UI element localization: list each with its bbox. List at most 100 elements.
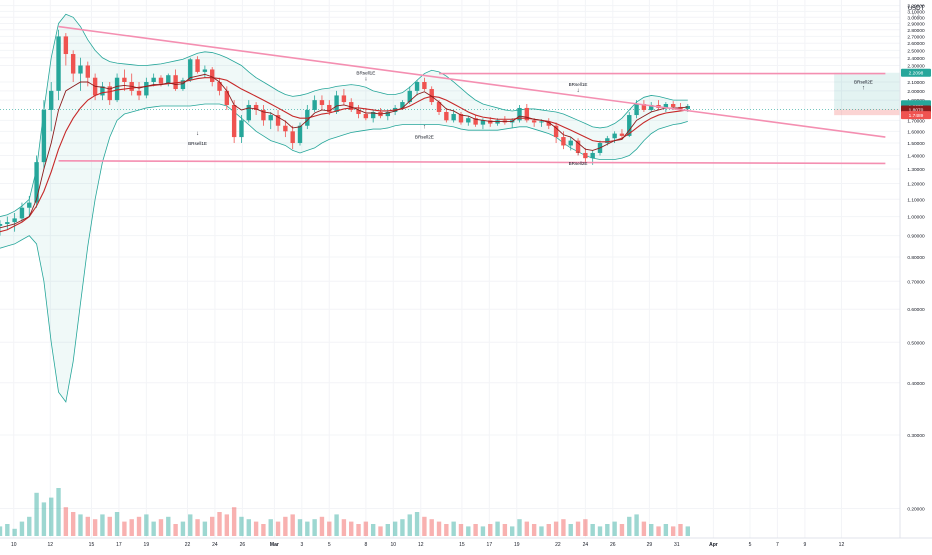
- volume-bar: [627, 517, 631, 536]
- volume-bar: [583, 519, 587, 536]
- volume-bar: [510, 526, 514, 536]
- time-tick-label: 15: [459, 542, 465, 548]
- volume-bar: [217, 512, 221, 536]
- volume-bar: [422, 517, 426, 536]
- volume-bar: [283, 517, 287, 536]
- time-tick-label: 5: [328, 542, 331, 548]
- time-tick-label: 5: [749, 542, 752, 548]
- candle-body: [115, 78, 119, 100]
- volume-bar: [386, 524, 390, 536]
- volume-bar: [232, 507, 236, 536]
- badge-text-stop: 1.7489: [909, 113, 924, 119]
- time-tick-label: 24: [212, 542, 218, 548]
- time-tick-label: Apr: [709, 542, 718, 548]
- signal-arrow: ↓: [577, 88, 580, 94]
- price-tick-label: 2.10000: [907, 80, 925, 86]
- time-tick-label: 22: [185, 542, 191, 548]
- candle-body: [634, 104, 638, 115]
- volume-bar: [64, 507, 68, 536]
- time-tick-label: 15: [89, 542, 95, 548]
- volume-bar: [181, 522, 185, 536]
- candle-body: [583, 153, 587, 158]
- price-tick-label: 2.30000: [907, 63, 925, 69]
- signal-arrow: ↓: [364, 76, 367, 82]
- candle-body: [210, 69, 214, 82]
- price-tick-label: 3.20000: [907, 4, 925, 10]
- volume-bar: [634, 514, 638, 536]
- price-tick-label: 0.70000: [907, 279, 925, 285]
- volume-bar: [78, 514, 82, 536]
- price-tick-label: 1.70000: [907, 118, 925, 124]
- candle-body: [232, 105, 236, 137]
- candle-body: [590, 153, 594, 158]
- candle-body: [122, 78, 126, 82]
- time-tick-label: Mar: [270, 542, 279, 548]
- price-tick-label: 2.80000: [907, 28, 925, 34]
- candle-body: [195, 59, 199, 72]
- volume-bar: [320, 517, 324, 536]
- volume-bar: [671, 526, 675, 536]
- candle-body: [239, 120, 243, 137]
- candle-body: [12, 218, 16, 222]
- candle-body: [451, 114, 455, 120]
- volume-bar: [459, 524, 463, 536]
- time-axis[interactable]: 10 12 15 17 19 22 24 26 Mar 3 5 8 10 12 15 17 19 22 24 26 29…: [11, 542, 845, 548]
- candle-body: [466, 118, 470, 122]
- volume-bar: [159, 519, 163, 536]
- volume-bar: [34, 493, 38, 536]
- candle-body: [269, 115, 273, 120]
- candle-body: [320, 100, 324, 105]
- volume-bar: [225, 514, 229, 536]
- time-tick-label: 26: [240, 542, 246, 548]
- volume-bar: [247, 519, 251, 536]
- volume-bar: [686, 526, 690, 536]
- time-tick-label: 9: [803, 542, 806, 548]
- price-tick-label: 1.60000: [907, 129, 925, 135]
- volume-bar: [371, 524, 375, 536]
- price-tick-label: 1.40000: [907, 154, 925, 160]
- time-tick-label: 8: [364, 542, 367, 548]
- band-fill: [0, 14, 688, 402]
- candle-body: [20, 208, 24, 219]
- volume-bar: [620, 524, 624, 536]
- candle-body: [312, 100, 316, 110]
- candle-body: [342, 95, 346, 102]
- candle-body: [290, 131, 294, 143]
- volume-bar: [408, 514, 412, 536]
- volume-bar: [451, 522, 455, 536]
- volume-bar: [130, 519, 134, 536]
- price-tick-label: 0.80000: [907, 255, 925, 261]
- bollinger-bands: [0, 14, 688, 402]
- price-tick-label: 2.00000: [907, 89, 925, 95]
- time-tick-label: 12: [839, 542, 845, 548]
- volume-bar: [71, 512, 75, 536]
- volume-bar: [115, 512, 119, 536]
- volume-bar: [532, 524, 536, 536]
- candle-body: [5, 222, 9, 224]
- volume-bar: [430, 519, 434, 536]
- volume-bar: [561, 519, 565, 536]
- volume-bar: [356, 524, 360, 536]
- volume-bar: [312, 519, 316, 536]
- candle-body: [42, 110, 46, 162]
- candle-body: [78, 65, 82, 73]
- volume-bar: [305, 522, 309, 536]
- time-tick-label: 12: [48, 542, 54, 548]
- price-tick-label: 0.40000: [907, 381, 925, 387]
- volume-bar: [664, 524, 668, 536]
- volume-bar: [254, 522, 258, 536]
- volume-bar: [42, 502, 46, 536]
- volume-bar: [334, 514, 338, 536]
- time-tick-label: 29: [647, 542, 653, 548]
- volume-bar: [93, 519, 97, 536]
- candle-body: [349, 102, 353, 110]
- candle-body: [203, 69, 207, 71]
- time-tick-label: 26: [610, 542, 616, 548]
- candle-body: [612, 134, 616, 139]
- volume-bar: [437, 522, 441, 536]
- signal-label: BRsell2E: [854, 79, 873, 84]
- volume-bar: [415, 512, 419, 536]
- volume-bar: [0, 526, 2, 536]
